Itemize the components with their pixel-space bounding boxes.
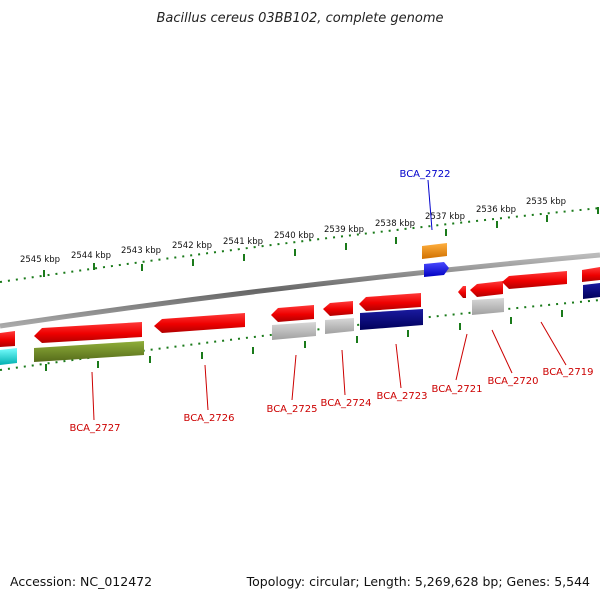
- scale-label: 2543 kbp: [121, 246, 161, 256]
- leader-line: [395, 343, 402, 389]
- leader-line: [341, 349, 346, 396]
- accession-text: Accession: NC_012472: [10, 574, 152, 589]
- red-gene-row: [0, 271, 567, 347]
- gene-label[interactable]: BCA_2726: [184, 413, 235, 424]
- leader-line: [491, 329, 513, 374]
- gene-label[interactable]: BCA_2724: [321, 398, 372, 409]
- genome-summary-text: Topology: circular; Length: 5,269,628 bp…: [246, 574, 590, 589]
- gene-arrow[interactable]: [458, 286, 466, 298]
- gene-label[interactable]: BCA_2719: [543, 367, 594, 378]
- gene-arrow[interactable]: [424, 262, 449, 277]
- scale-label: 2538 kbp: [375, 219, 415, 229]
- gene-arrow[interactable]: [582, 267, 600, 282]
- feature-block[interactable]: [325, 318, 354, 334]
- gene-label[interactable]: BCA_2727: [70, 423, 121, 434]
- forward-features: [422, 243, 600, 282]
- label-leaders: [91, 179, 567, 421]
- gene-arrow[interactable]: [34, 322, 142, 343]
- gene-arrow[interactable]: [470, 281, 503, 297]
- leader-line: [291, 354, 297, 401]
- feature-block[interactable]: [472, 298, 504, 315]
- scale-label: 2542 kbp: [172, 241, 212, 251]
- leader-line: [455, 333, 468, 381]
- gene-arrow[interactable]: [154, 313, 245, 333]
- gene-arrow[interactable]: [0, 331, 15, 347]
- leader-line: [204, 364, 209, 411]
- leader-line: [540, 321, 567, 366]
- gene-arrow[interactable]: [323, 301, 353, 316]
- lower-feature-row: [0, 283, 600, 365]
- inner-scale-ticks: [45, 310, 563, 371]
- gene-arrow[interactable]: [502, 271, 567, 289]
- gene-arrow[interactable]: [359, 293, 421, 311]
- scale-label: 2536 kbp: [476, 205, 516, 215]
- leader-line: [91, 371, 95, 421]
- gene-arrow[interactable]: [271, 305, 314, 322]
- scale-label: 2544 kbp: [71, 251, 111, 261]
- map-title: Bacillus cereus 03BB102, complete genome: [156, 11, 443, 26]
- outer-scale-ticks: [43, 207, 599, 277]
- scale-label: 2539 kbp: [324, 225, 364, 235]
- gene-label[interactable]: BCA_2723: [377, 391, 428, 402]
- scale-label: 2541 kbp: [223, 237, 263, 247]
- scale-label: 2535 kbp: [526, 197, 566, 207]
- gene-label[interactable]: BCA_2721: [432, 384, 483, 395]
- genome-backbone: [0, 252, 600, 329]
- feature-block[interactable]: [272, 322, 316, 340]
- gene-arrow[interactable]: [422, 243, 447, 259]
- scale-label: 2545 kbp: [20, 255, 60, 265]
- gene-label[interactable]: BCA_2725: [267, 404, 318, 415]
- gene-labels: BCA_2722 BCA_2727 BCA_2726 BCA_2725 BCA_…: [70, 169, 594, 434]
- gene-label[interactable]: BCA_2720: [488, 376, 539, 387]
- scale-label: 2537 kbp: [425, 212, 465, 222]
- leader-line: [427, 179, 433, 231]
- scale-labels: 2545 kbp 2544 kbp 2543 kbp 2542 kbp 2541…: [20, 197, 566, 265]
- scale-label: 2540 kbp: [274, 231, 314, 241]
- feature-block[interactable]: [360, 309, 423, 330]
- feature-block[interactable]: [583, 283, 600, 299]
- feature-block[interactable]: [34, 341, 144, 362]
- gene-label[interactable]: BCA_2722: [400, 169, 451, 180]
- feature-block[interactable]: [0, 348, 17, 365]
- outer-scale-line: [0, 207, 600, 283]
